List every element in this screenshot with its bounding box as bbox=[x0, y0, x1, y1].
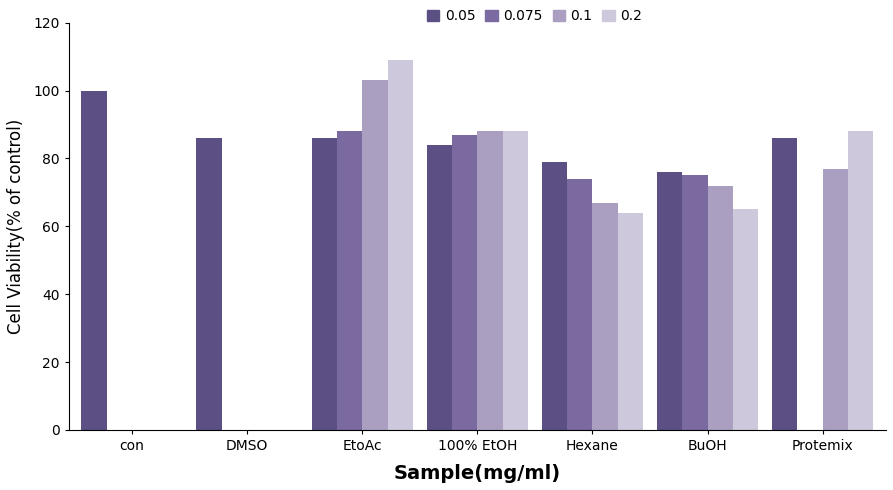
Bar bbox=[81, 91, 106, 430]
Bar bbox=[427, 145, 452, 430]
Bar bbox=[452, 135, 478, 430]
Bar bbox=[592, 202, 618, 430]
Bar bbox=[503, 131, 528, 430]
Bar bbox=[657, 172, 682, 430]
Bar bbox=[848, 131, 873, 430]
Bar bbox=[733, 209, 758, 430]
Bar bbox=[707, 186, 733, 430]
X-axis label: Sample(mg/ml): Sample(mg/ml) bbox=[394, 464, 561, 483]
Legend: 0.05, 0.075, 0.1, 0.2: 0.05, 0.075, 0.1, 0.2 bbox=[422, 5, 647, 27]
Bar bbox=[682, 175, 707, 430]
Bar bbox=[618, 213, 643, 430]
Bar bbox=[478, 131, 503, 430]
Bar bbox=[567, 179, 592, 430]
Bar bbox=[337, 131, 363, 430]
Bar bbox=[542, 162, 567, 430]
Y-axis label: Cell Viability(% of control): Cell Viability(% of control) bbox=[7, 119, 25, 334]
Bar bbox=[196, 138, 221, 430]
Bar bbox=[363, 80, 388, 430]
Bar bbox=[772, 138, 797, 430]
Bar bbox=[312, 138, 337, 430]
Bar bbox=[822, 169, 848, 430]
Bar bbox=[388, 60, 413, 430]
